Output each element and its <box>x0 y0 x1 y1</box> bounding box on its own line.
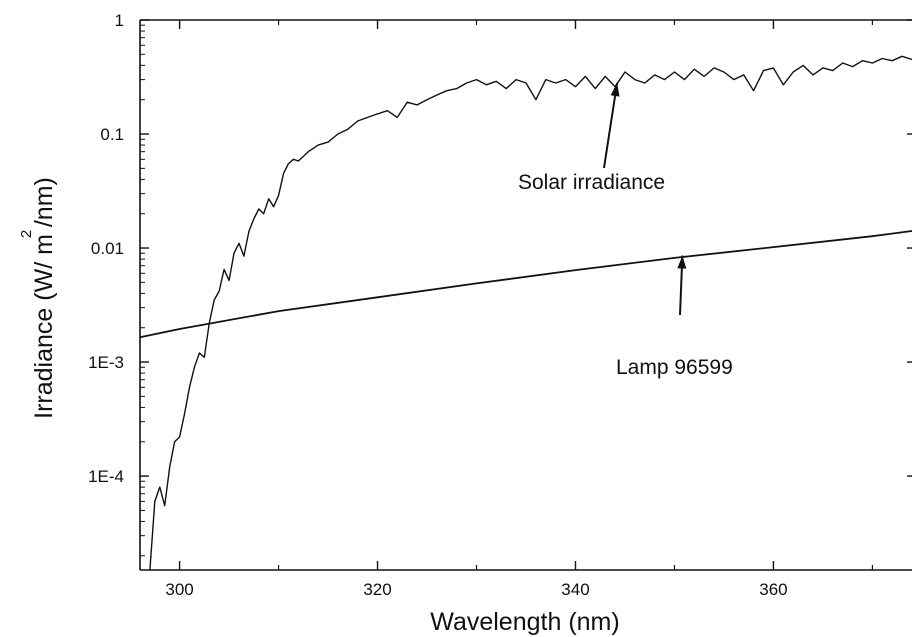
y-tick-label: 0.01 <box>91 239 124 258</box>
x-tick-label: 320 <box>363 580 391 599</box>
x-tick-label: 300 <box>165 580 193 599</box>
lamp-line <box>139 230 912 339</box>
solar-irradiance-line <box>149 55 912 571</box>
y-tick-label: 1 <box>115 11 124 30</box>
series-layer <box>139 55 912 571</box>
axis-ticks: 300 320 340 360 1 0.1 0.01 1E-3 1E-4 <box>88 11 912 599</box>
annotation-arrows <box>603 82 687 316</box>
annotation-solar-irradiance: Solar irradiance <box>518 171 665 194</box>
y-axis-title: Irradiance (W/ m /nm) <box>30 177 58 419</box>
y-axis-title-superscript: 2 <box>18 230 35 238</box>
solar-arrow <box>603 82 619 169</box>
lamp-arrow-head <box>677 255 687 269</box>
x-tick-label: 360 <box>759 580 787 599</box>
y-tick-label: 0.1 <box>100 125 124 144</box>
axes <box>139 19 912 571</box>
annotation-lamp: Lamp 96599 <box>616 356 733 379</box>
solar-arrow-head <box>610 83 620 97</box>
y-tick-label: 1E-4 <box>88 467 124 486</box>
x-tick-label: 340 <box>561 580 589 599</box>
y-tick-label: 1E-3 <box>88 353 124 372</box>
x-axis-title: Wavelength (nm) <box>430 608 619 636</box>
